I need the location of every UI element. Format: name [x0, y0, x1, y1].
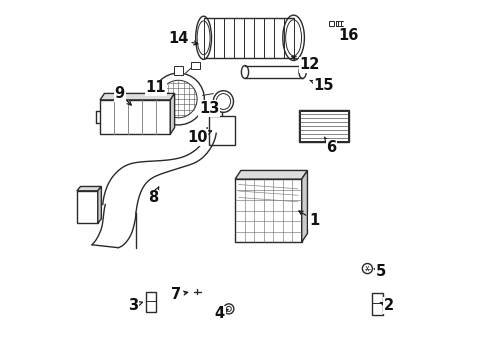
Text: 15: 15	[310, 78, 334, 93]
Bar	[299, 110, 349, 142]
Bar	[147, 292, 156, 312]
Text: 4: 4	[215, 306, 228, 321]
Text: 12: 12	[292, 56, 320, 72]
Text: 14: 14	[168, 31, 198, 46]
Bar	[174, 66, 183, 75]
Bar	[372, 293, 383, 315]
Polygon shape	[302, 171, 307, 242]
Text: 2: 2	[380, 298, 394, 313]
Polygon shape	[235, 179, 302, 242]
Polygon shape	[100, 100, 171, 134]
Polygon shape	[77, 191, 98, 223]
Text: 16: 16	[339, 28, 359, 44]
Bar	[329, 21, 334, 26]
Text: 10: 10	[187, 130, 212, 145]
Text: 13: 13	[199, 101, 219, 116]
Text: 5: 5	[374, 264, 386, 279]
Text: 8: 8	[148, 187, 159, 206]
Polygon shape	[235, 171, 307, 179]
Polygon shape	[171, 93, 174, 134]
Polygon shape	[209, 116, 235, 145]
Text: 3: 3	[128, 298, 143, 313]
Text: 11: 11	[146, 80, 167, 95]
Text: 9: 9	[115, 86, 131, 105]
Text: 1: 1	[299, 211, 319, 228]
Polygon shape	[98, 186, 101, 223]
Bar	[300, 111, 348, 141]
Polygon shape	[77, 186, 101, 191]
Text: 7: 7	[171, 287, 188, 302]
Polygon shape	[100, 93, 174, 100]
Bar	[191, 62, 200, 69]
Text: 6: 6	[324, 137, 337, 155]
